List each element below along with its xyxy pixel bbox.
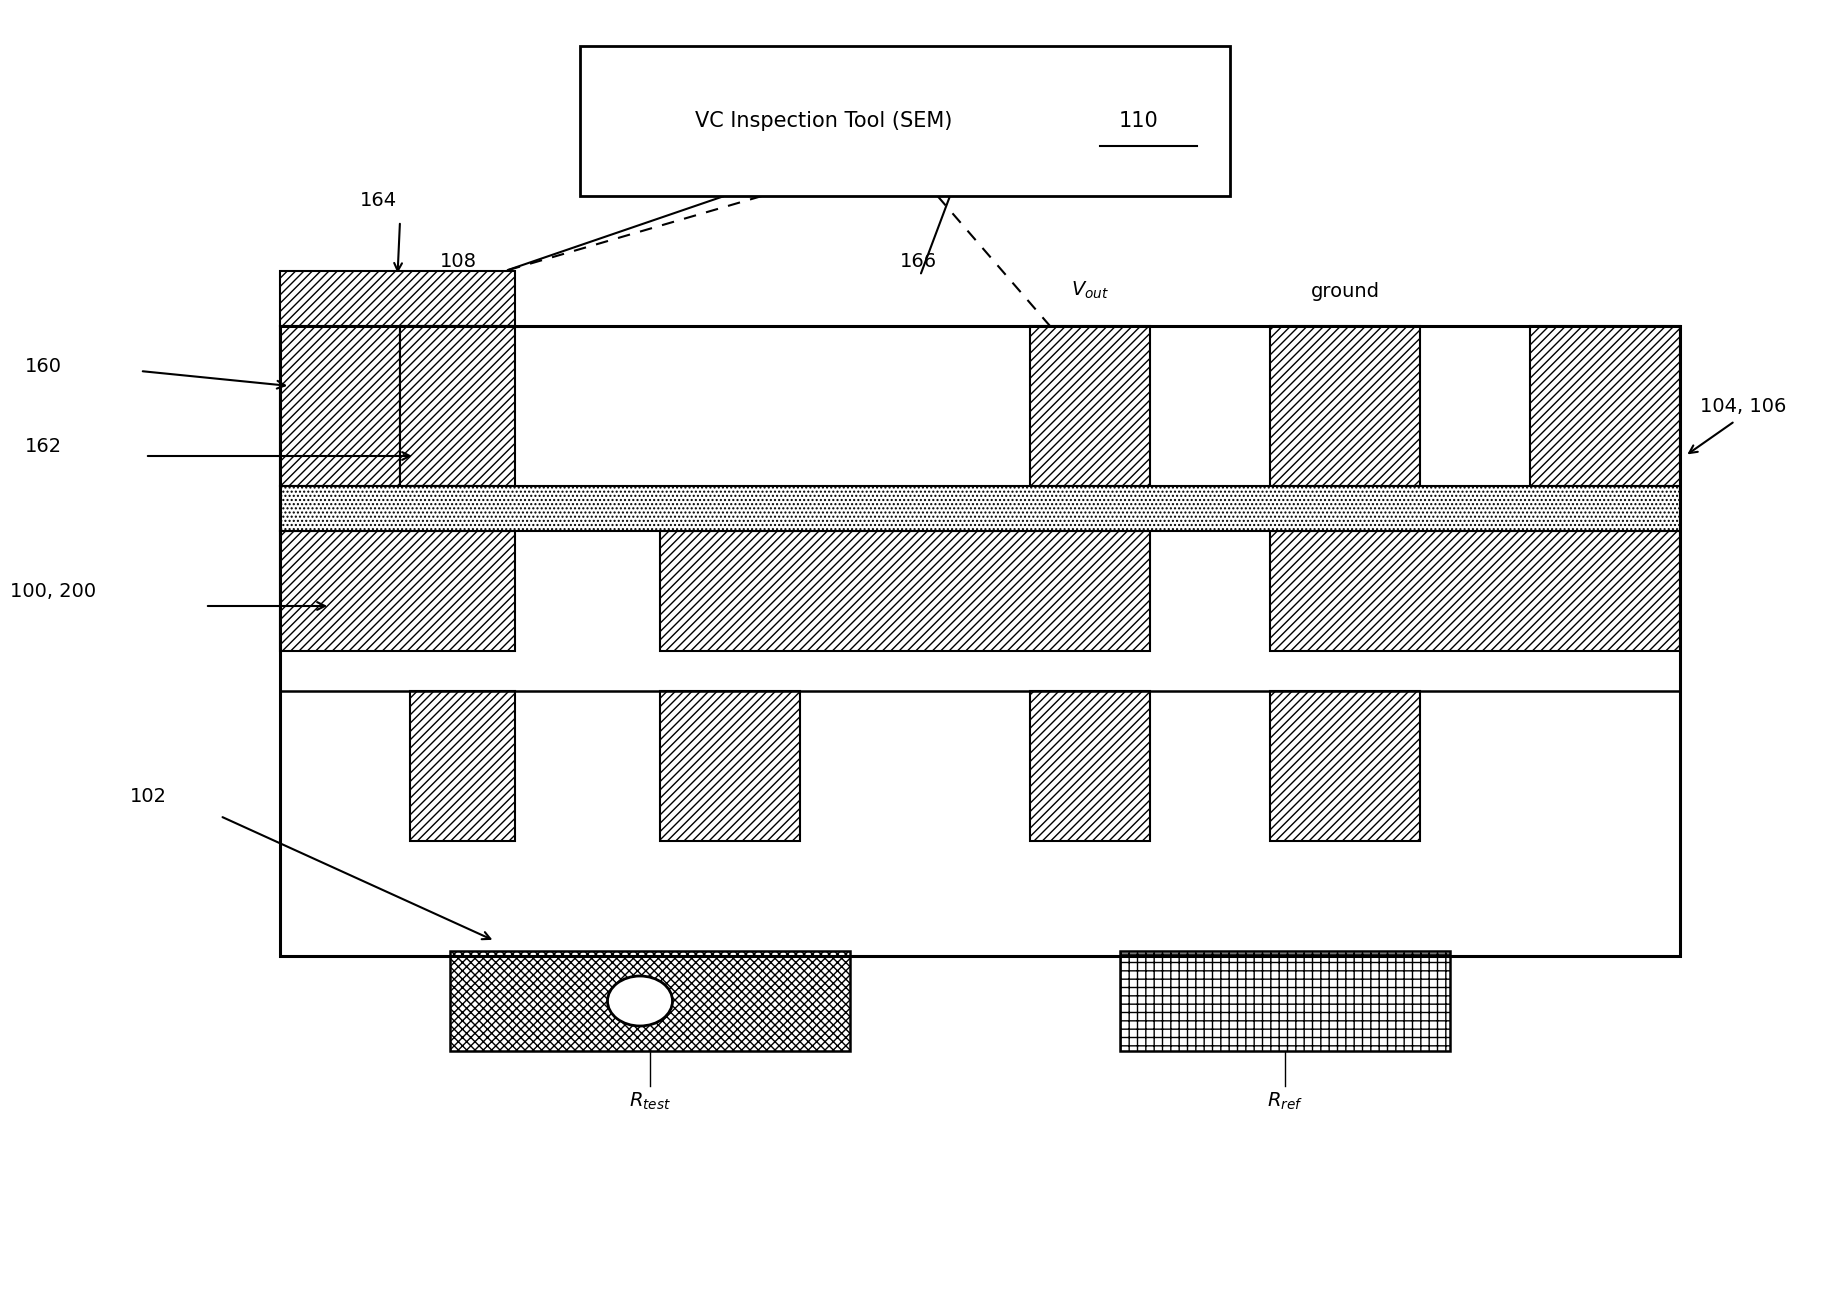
Bar xyxy=(1031,326,1150,486)
Bar xyxy=(1269,326,1420,486)
Text: 166: 166 xyxy=(900,252,937,270)
Text: 164: 164 xyxy=(359,192,398,210)
Text: 108: 108 xyxy=(440,252,477,270)
Text: 104, 106: 104, 106 xyxy=(1700,397,1786,415)
Bar xyxy=(1269,532,1680,650)
Bar xyxy=(580,46,1231,196)
Text: VC Inspection Tool (SEM): VC Inspection Tool (SEM) xyxy=(695,111,959,131)
Bar xyxy=(281,486,1680,532)
Ellipse shape xyxy=(607,976,673,1027)
Text: 110: 110 xyxy=(1119,111,1159,131)
Bar xyxy=(1530,326,1680,486)
Bar xyxy=(281,326,400,486)
Bar xyxy=(400,326,515,486)
Text: $V_{out}$: $V_{out}$ xyxy=(1071,279,1110,300)
Text: 100, 200: 100, 200 xyxy=(9,581,95,601)
Bar xyxy=(1031,691,1150,841)
Text: $R_{test}$: $R_{test}$ xyxy=(629,1091,671,1113)
Bar xyxy=(660,532,1150,650)
Bar xyxy=(660,691,800,841)
Bar xyxy=(1269,691,1420,841)
Text: 160: 160 xyxy=(26,357,62,376)
Bar xyxy=(281,326,1680,956)
Bar xyxy=(449,951,849,1051)
Bar xyxy=(281,326,1680,956)
Text: $R_{ref}$: $R_{ref}$ xyxy=(1267,1091,1302,1113)
Text: 162: 162 xyxy=(26,436,62,456)
Bar xyxy=(281,272,515,326)
Text: 102: 102 xyxy=(130,786,167,806)
Bar xyxy=(281,532,515,650)
Bar xyxy=(1121,951,1451,1051)
Bar xyxy=(411,691,515,841)
Text: ground: ground xyxy=(1311,282,1379,300)
